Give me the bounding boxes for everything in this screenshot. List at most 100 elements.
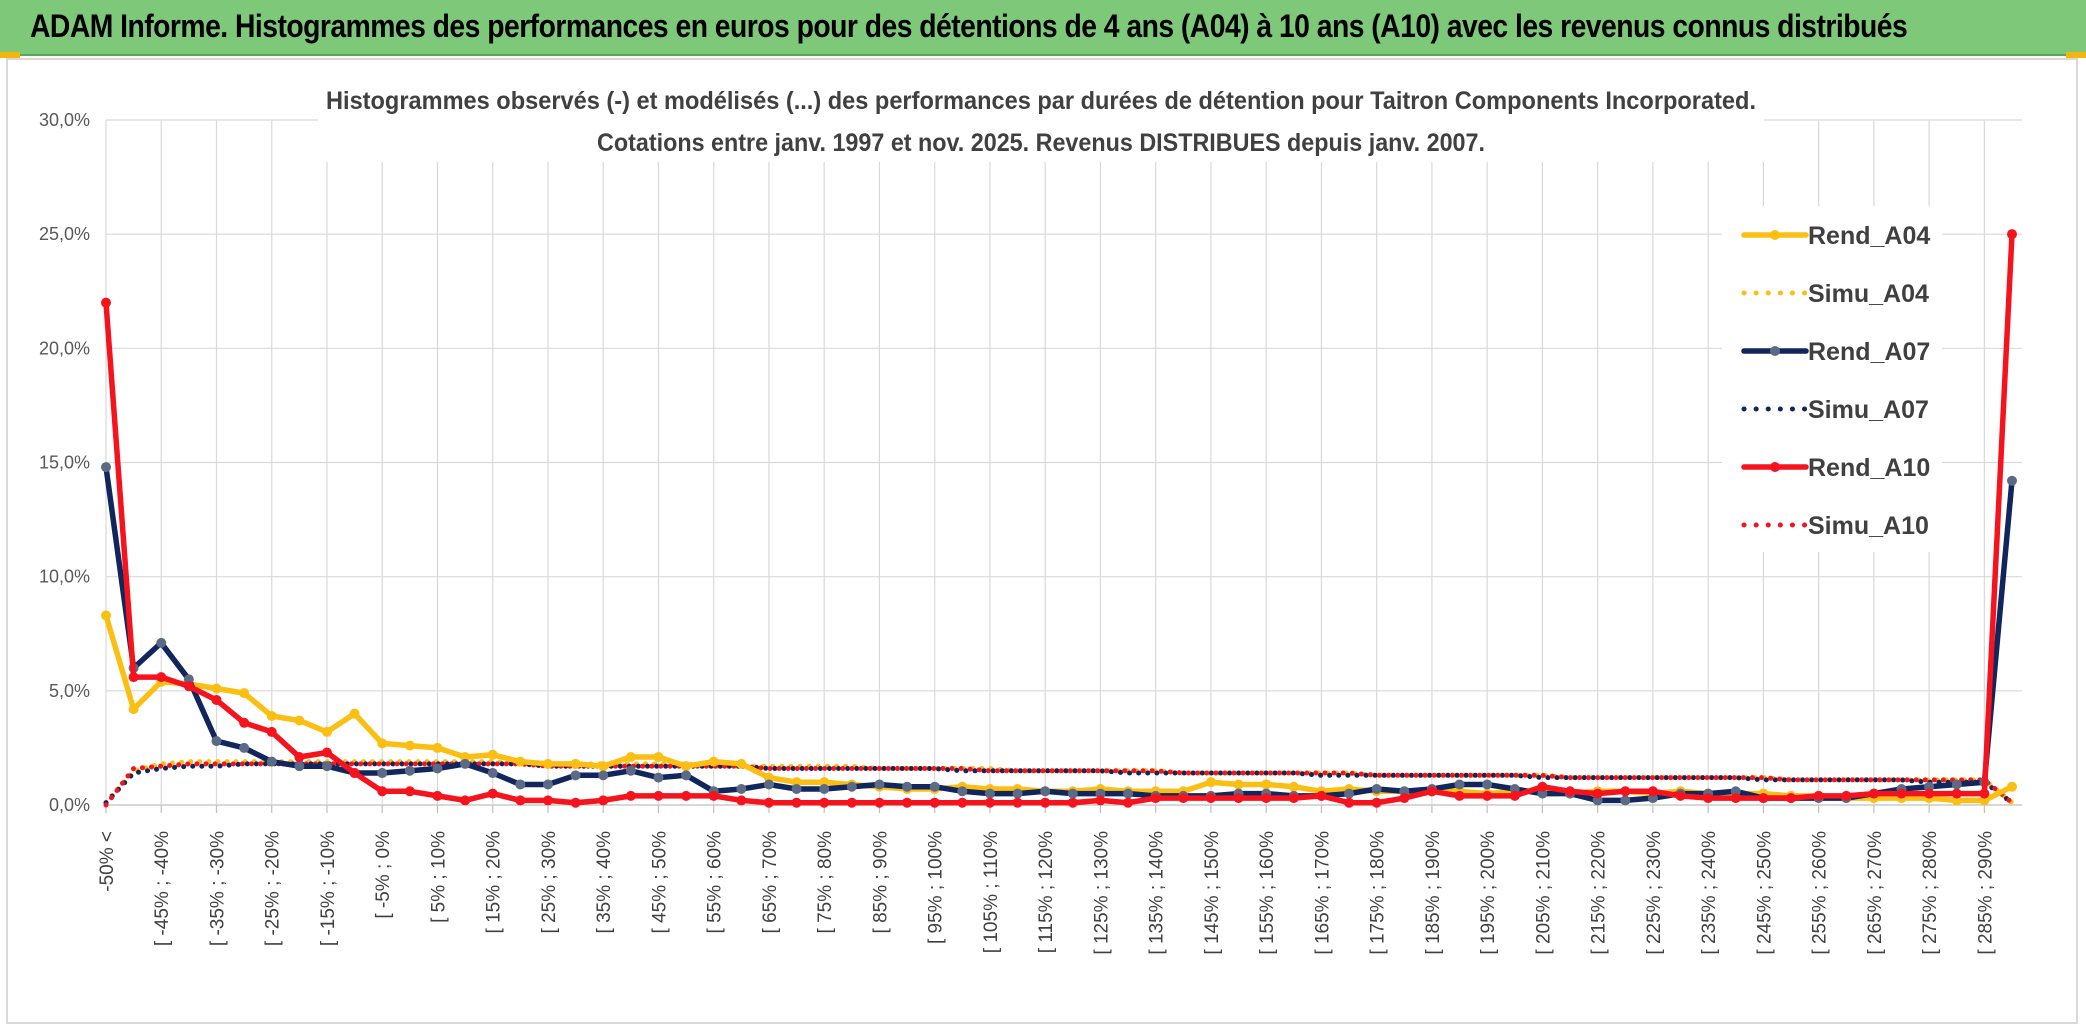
data-point-Rend_A07 xyxy=(239,742,250,753)
data-point-Rend_A04 xyxy=(404,740,415,751)
data-point-Rend_A04 xyxy=(763,772,774,783)
x-tick-label: [ 5% ; 10% xyxy=(428,831,449,923)
x-tick-label: [ 205% ; 210% xyxy=(1533,831,1554,955)
data-point-Rend_A07 xyxy=(819,784,830,795)
data-point-Rend_A04 xyxy=(1288,781,1299,792)
x-tick-label: [ -25% ; -20% xyxy=(263,831,284,946)
data-point-Rend_A07 xyxy=(902,781,913,792)
legend-label: Rend_A10 xyxy=(1808,454,1930,482)
data-point-Rend_A10 xyxy=(1537,781,1548,792)
data-point-Rend_A07 xyxy=(1537,788,1548,799)
legend: Rend_A04 Simu_A04 Rend_A07 Simu_A07 Rend_A10… xyxy=(1741,222,1930,540)
data-point-Rend_A04 xyxy=(708,756,719,767)
data-point-Rend_A07 xyxy=(1123,788,1134,799)
data-point-Rend_A07 xyxy=(598,770,609,781)
data-point-Rend_A10 xyxy=(1205,793,1216,804)
data-point-Rend_A10 xyxy=(708,790,719,801)
x-tick-label: [ 215% ; 220% xyxy=(1589,831,1610,955)
data-point-Rend_A07 xyxy=(625,765,636,776)
data-point-Rend_A07 xyxy=(542,779,553,790)
data-point-Rend_A10 xyxy=(929,797,940,808)
x-tick-label: [ 135% ; 140% xyxy=(1147,831,1168,955)
data-point-Rend_A10 xyxy=(819,797,830,808)
series-line-Rend_A07 xyxy=(103,464,2015,804)
y-tick-label: 25,0% xyxy=(39,224,90,244)
legend-label: Rend_A04 xyxy=(1808,222,1930,250)
x-tick-label: [ 155% ; 160% xyxy=(1257,831,1278,955)
data-point-Rend_A04 xyxy=(681,761,692,772)
data-point-Rend_A10 xyxy=(1288,793,1299,804)
y-tick-label: 5,0% xyxy=(49,681,90,701)
data-point-Rend_A10 xyxy=(846,797,857,808)
y-tick-label: 20,0% xyxy=(39,338,90,358)
x-tick-label: [ 25% ; 30% xyxy=(539,831,560,934)
data-point-Rend_A10 xyxy=(1786,793,1797,804)
data-point-Rend_A07 xyxy=(266,756,277,767)
legend-label: Rend_A07 xyxy=(1808,338,1930,366)
data-point-Rend_A10 xyxy=(1509,790,1520,801)
data-point-Rend_A10 xyxy=(791,797,802,808)
data-point-Rend_A07 xyxy=(957,786,968,797)
x-tick-label: [ 185% ; 190% xyxy=(1423,831,1444,955)
data-point-Rend_A10 xyxy=(266,726,277,737)
data-point-Rend_A10 xyxy=(1371,797,1382,808)
data-point-Rend_A07 xyxy=(791,784,802,795)
data-point-Rend_A10 xyxy=(183,681,194,692)
data-point-Rend_A10 xyxy=(598,795,609,806)
data-point-Rend_A07 xyxy=(1620,795,1631,806)
x-tick-label: -50% < xyxy=(97,831,118,892)
legend-background xyxy=(1722,206,1942,552)
data-point-Rend_A10 xyxy=(101,297,111,308)
data-point-Rend_A10 xyxy=(1344,797,1355,808)
x-tick-label: [ 175% ; 180% xyxy=(1368,831,1389,955)
x-tick-label: [ 285% ; 290% xyxy=(1975,831,1996,955)
x-tick-label: [ 165% ; 170% xyxy=(1312,831,1333,955)
data-point-Rend_A07 xyxy=(1482,779,1493,790)
data-point-Rend_A10 xyxy=(874,797,885,808)
data-point-Rend_A10 xyxy=(1261,793,1272,804)
data-point-Rend_A04 xyxy=(349,708,360,719)
data-point-Rend_A07 xyxy=(846,781,857,792)
data-point-Rend_A10 xyxy=(902,797,913,808)
data-point-Rend_A07 xyxy=(101,462,111,473)
y-tick-label: 0,0% xyxy=(49,795,90,815)
data-point-Rend_A10 xyxy=(1178,793,1189,804)
data-point-Rend_A10 xyxy=(1482,790,1493,801)
x-tick-label: [ -15% ; -10% xyxy=(318,831,339,946)
data-point-Rend_A07 xyxy=(377,768,388,779)
x-tick-label: [ 65% ; 70% xyxy=(760,831,781,934)
data-point-Rend_A04 xyxy=(239,688,250,699)
data-point-Rend_A10 xyxy=(542,795,553,806)
data-point-Rend_A04 xyxy=(653,752,664,763)
data-point-Rend_A07 xyxy=(1040,786,1051,797)
data-point-Rend_A10 xyxy=(1868,788,1879,799)
data-point-Rend_A10 xyxy=(294,752,305,763)
chart-title: Histogrammes observés (-) et modélisés (… xyxy=(326,87,1756,115)
series-line-Rend_A10 xyxy=(103,231,2015,806)
x-tick-label: [ 195% ; 200% xyxy=(1478,831,1499,955)
legend-marker-Rend_A04 xyxy=(1770,230,1780,240)
x-tick-label: [ 35% ; 40% xyxy=(594,831,615,934)
data-point-Rend_A07 xyxy=(929,781,940,792)
x-axis: -50% < [ -45% ; -40% [ -35% ; -30% [ -25% ;… xyxy=(97,831,1996,955)
data-point-Rend_A10 xyxy=(763,797,774,808)
x-tick-label: [ 145% ; 150% xyxy=(1202,831,1223,955)
banner-title: ADAM Informe. Histogrammes des performan… xyxy=(30,8,1908,44)
x-tick-label: [ 105% ; 110% xyxy=(981,831,1002,953)
x-tick-label: [ 245% ; 250% xyxy=(1754,831,1775,955)
corner-mark-left xyxy=(0,52,20,58)
data-point-Rend_A10 xyxy=(2007,229,2017,240)
data-point-Rend_A07 xyxy=(460,758,471,769)
series-group xyxy=(101,229,2017,808)
x-tick-label: [ 115% ; 120% xyxy=(1036,831,1057,953)
data-point-Rend_A10 xyxy=(128,672,139,683)
data-point-Rend_A07 xyxy=(404,765,415,776)
data-point-Rend_A07 xyxy=(321,761,332,772)
data-point-Rend_A04 xyxy=(321,726,332,737)
data-point-Rend_A10 xyxy=(239,717,250,728)
x-tick-label: [ 15% ; 20% xyxy=(484,831,505,934)
data-point-Rend_A07 xyxy=(736,784,747,795)
y-tick-label: 15,0% xyxy=(39,453,90,473)
chart-frame xyxy=(6,58,2078,1024)
